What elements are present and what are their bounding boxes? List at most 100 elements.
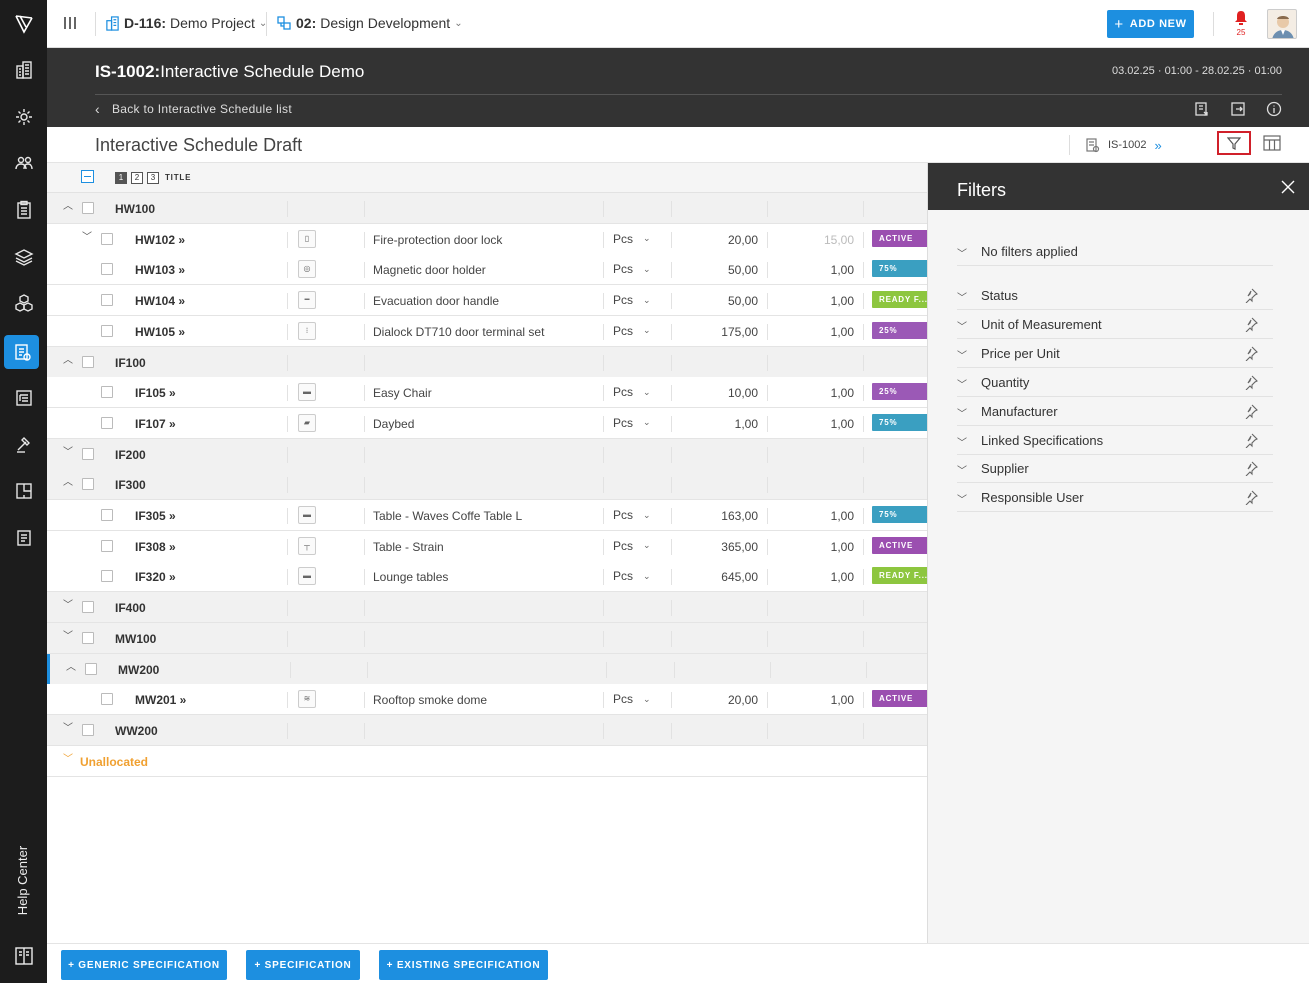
- table-row[interactable]: HW105 » ⁝ Dialock DT710 door terminal set P…: [47, 315, 927, 347]
- spec-code-link[interactable]: IF320 »: [135, 570, 176, 585]
- table-row[interactable]: HW103 » ◎ Magnetic door holder Pcs ⌄ 50,00 1,0…: [47, 254, 927, 286]
- spec-thumbnail[interactable]: ▬: [298, 383, 316, 402]
- gear-sync-icon[interactable]: [0, 98, 47, 136]
- price-value[interactable]: 20,00: [727, 693, 758, 708]
- chevron-down-icon[interactable]: ﹀: [63, 722, 73, 734]
- price-value[interactable]: 175,00: [721, 324, 758, 339]
- spec-thumbnail[interactable]: ⁝: [298, 321, 316, 340]
- spec-thumbnail[interactable]: ▯: [298, 229, 316, 248]
- uom-select[interactable]: Pcs ⌄: [613, 416, 651, 430]
- filter-item[interactable]: ﹀ Manufacturer: [957, 397, 1273, 426]
- table-row[interactable]: IF107 » ▰ Daybed Pcs ⌄ 1,00 1,00 75%: [47, 407, 927, 439]
- spec-thumbnail[interactable]: ━: [298, 291, 316, 310]
- chevron-down-icon[interactable]: ﹀: [957, 437, 967, 449]
- pin-icon[interactable]: [1243, 403, 1259, 419]
- pin-icon[interactable]: [1243, 489, 1259, 506]
- table-row[interactable]: IF105 » ▬ Easy Chair Pcs ⌄ 10,00 1,00 25%: [47, 377, 927, 409]
- row-checkbox[interactable]: [101, 509, 113, 521]
- price-value[interactable]: 365,00: [721, 539, 758, 554]
- status-badge[interactable]: ACTIVE: [872, 536, 927, 554]
- chevron-down-icon[interactable]: ﹀: [63, 630, 73, 642]
- quantity-value[interactable]: 1,00: [830, 693, 854, 708]
- row-checkbox[interactable]: [82, 631, 94, 644]
- users-icon[interactable]: [0, 144, 47, 182]
- uom-select[interactable]: Pcs ⌄: [613, 324, 651, 338]
- price-value[interactable]: 50,00: [727, 263, 758, 278]
- layers-icon[interactable]: [0, 238, 47, 276]
- row-checkbox[interactable]: [82, 447, 94, 460]
- pin-icon[interactable]: [1243, 432, 1259, 448]
- spec-thumbnail[interactable]: ◎: [298, 260, 316, 279]
- group-row[interactable]: ︿ IF300: [47, 469, 927, 501]
- group-row[interactable]: ﹀ WW200: [47, 714, 927, 746]
- table-row[interactable]: ﹀ HW102 » ▯ Fire-protection door lock Pcs ⌄ 20…: [47, 223, 927, 255]
- floorplan-icon[interactable]: [0, 472, 47, 510]
- price-value[interactable]: 1,00: [734, 416, 758, 431]
- chevron-down-icon[interactable]: ﹀: [957, 379, 967, 391]
- table-row[interactable]: IF320 » ▬ Lounge tables Pcs ⌄ 645,00 1,00 READY…: [47, 561, 927, 593]
- unallocated-row[interactable]: ﹀ Unallocated: [47, 746, 927, 777]
- group-row[interactable]: ﹀ IF400: [47, 592, 927, 624]
- row-checkbox[interactable]: [101, 386, 113, 399]
- row-checkbox[interactable]: [101, 232, 113, 245]
- quantity-value[interactable]: 1,00: [830, 509, 854, 523]
- chevron-down-icon[interactable]: ﹀: [957, 350, 967, 362]
- add-existing-specification-button[interactable]: + EXISTING SPECIFICATION: [379, 950, 548, 980]
- chevron-down-icon[interactable]: ﹀: [63, 753, 73, 765]
- uom-select[interactable]: Pcs ⌄: [613, 232, 651, 246]
- group-row[interactable]: ︿ HW100: [47, 193, 927, 224]
- spec-code-link[interactable]: HW103 »: [135, 263, 186, 278]
- group-row[interactable]: ︿ MW200: [47, 653, 927, 685]
- chevron-up-icon[interactable]: ︿: [66, 661, 76, 673]
- exit-icon[interactable]: [1230, 101, 1246, 117]
- spec-thumbnail[interactable]: ≋: [298, 690, 316, 709]
- schedule-icon[interactable]: [4, 335, 39, 369]
- chevron-down-icon[interactable]: ﹀: [63, 600, 73, 612]
- quantity-value[interactable]: 1,00: [830, 539, 854, 554]
- table-row[interactable]: IF308 » ┬ Table - Strain Pcs ⌄ 365,00 1,00 ACTI…: [47, 530, 927, 562]
- back-link[interactable]: ‹ Back to Interactive Schedule list: [95, 101, 292, 117]
- row-checkbox[interactable]: [85, 662, 97, 675]
- row-checkbox[interactable]: [101, 570, 113, 583]
- notifications-button[interactable]: 25: [1229, 10, 1253, 38]
- price-value[interactable]: 645,00: [721, 570, 758, 585]
- status-badge[interactable]: READY F...: [872, 291, 927, 309]
- spec-code-link[interactable]: MW201 »: [135, 693, 187, 708]
- chevron-down-icon[interactable]: ﹀: [957, 495, 967, 507]
- price-value[interactable]: 163,00: [721, 509, 758, 523]
- spec-code-link[interactable]: HW104 »: [135, 294, 186, 309]
- pin-icon[interactable]: [1243, 460, 1259, 477]
- status-badge[interactable]: 75%: [872, 506, 927, 523]
- spec-thumbnail[interactable]: ▰: [298, 413, 316, 432]
- row-checkbox[interactable]: [82, 478, 94, 491]
- row-checkbox[interactable]: [101, 693, 113, 706]
- quantity-value[interactable]: 1,00: [830, 294, 854, 309]
- filter-item[interactable]: ﹀ Responsible User: [957, 483, 1273, 513]
- filter-item[interactable]: ﹀ Quantity: [957, 368, 1273, 397]
- chevron-up-icon[interactable]: ︿: [63, 354, 73, 366]
- row-checkbox[interactable]: [101, 263, 113, 276]
- add-specification-button[interactable]: + SPECIFICATION: [246, 950, 360, 980]
- project-selector[interactable]: D-116: Demo Project ⌄: [105, 15, 267, 31]
- quantity-value[interactable]: 1,00: [830, 324, 854, 339]
- filter-button[interactable]: [1217, 131, 1251, 155]
- chevron-down-icon[interactable]: ﹀: [82, 231, 92, 243]
- chevron-down-icon[interactable]: ﹀: [957, 293, 967, 304]
- chevron-up-icon[interactable]: ︿: [63, 477, 73, 489]
- buildings-icon[interactable]: [0, 51, 47, 89]
- quantity-value[interactable]: 1,00: [830, 416, 854, 431]
- row-checkbox[interactable]: [101, 324, 113, 337]
- no-filters-row[interactable]: ﹀ No filters applied: [957, 237, 1273, 266]
- filter-item[interactable]: ﹀ Supplier: [957, 454, 1273, 484]
- spec-code-link[interactable]: IF305 »: [135, 509, 176, 523]
- row-checkbox[interactable]: [101, 539, 113, 552]
- spec-code-link[interactable]: HW102 »: [135, 232, 186, 247]
- spec-code-link[interactable]: IF105 »: [135, 386, 176, 401]
- status-badge[interactable]: ACTIVE: [872, 229, 927, 247]
- help-center-link[interactable]: Help Center: [15, 845, 31, 915]
- select-all-checkbox[interactable]: [81, 170, 94, 183]
- filter-item[interactable]: ﹀ Unit of Measurement: [957, 310, 1273, 339]
- table-row[interactable]: MW201 » ≋ Rooftop smoke dome Pcs ⌄ 20,00 1,00 A…: [47, 684, 927, 716]
- spec-thumbnail[interactable]: ┬: [298, 536, 316, 555]
- export-icon[interactable]: [1194, 101, 1210, 117]
